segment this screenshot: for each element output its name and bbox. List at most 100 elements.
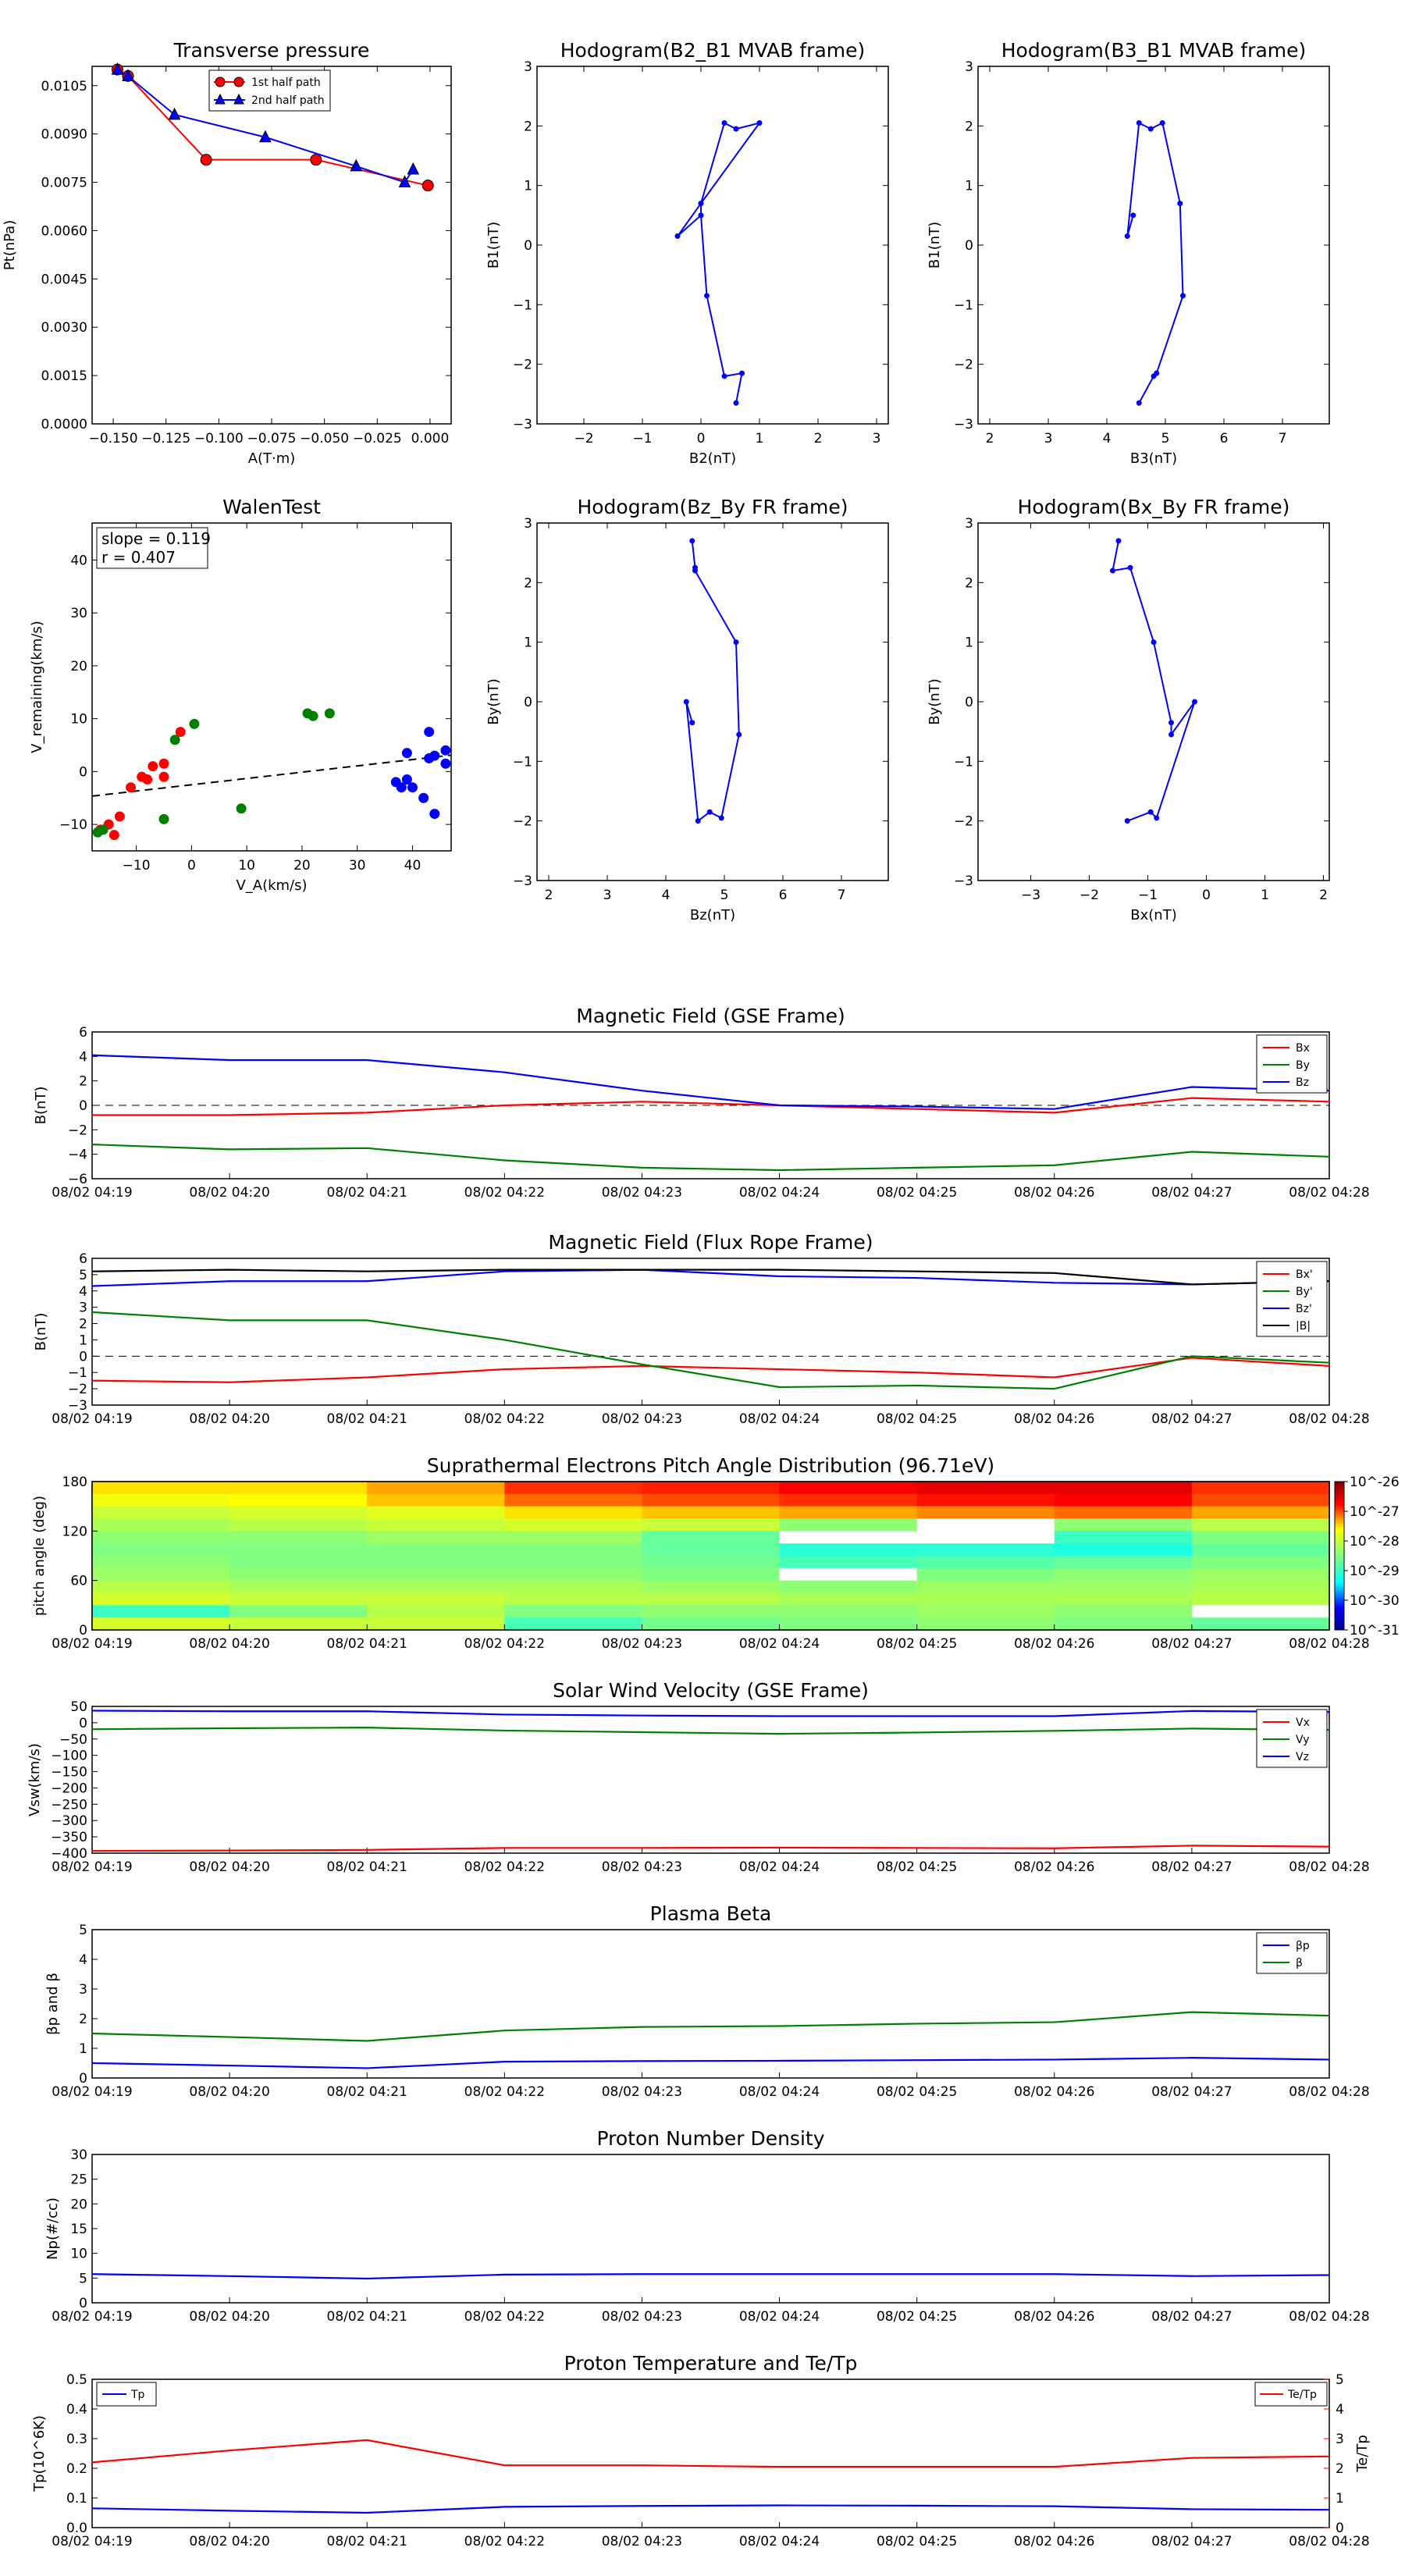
frmag-xtick-label: 08/02 04:27: [1151, 1411, 1232, 1427]
mag-xtick-label: 08/02 04:27: [1151, 1185, 1232, 1201]
pad-xtick-label: 08/02 04:26: [1014, 1636, 1094, 1652]
pad-cell: [1191, 1506, 1330, 1520]
walen-point-1: [236, 803, 247, 814]
frmag-xtick-label: 08/02 04:24: [739, 1411, 820, 1427]
h2-xtick-label: 3: [1044, 431, 1053, 447]
h3-xtick-label: 7: [838, 888, 846, 903]
pad-cell: [367, 1567, 505, 1582]
walen-ytick-label: 10: [70, 712, 87, 728]
h4-ytick-label: 3: [965, 516, 973, 532]
np-panel: Proton Number Density Np(#/cc) 08/02 04:19…: [44, 2127, 1370, 2325]
walen-ytick-label: 30: [70, 606, 87, 621]
frmag-xtick-label: 08/02 04:21: [327, 1411, 407, 1427]
tp2-xtick-label: 08/02 04:26: [1014, 2534, 1094, 2549]
tp-legend-label: 2nd half path: [251, 94, 325, 107]
walen-point-0: [175, 727, 186, 738]
pad-cell: [1054, 1605, 1193, 1618]
pad-cell: [367, 1518, 505, 1532]
pad-cell: [367, 1531, 505, 1544]
beta-ytick-label: 0: [79, 2071, 87, 2087]
h4-xlabel: Bx(nT): [1130, 907, 1176, 923]
h3-title: Hodogram(Bz_By FR frame): [577, 496, 848, 518]
tp-xtick-label: 0.000: [411, 431, 450, 447]
pad-cell: [642, 1580, 781, 1594]
pad-cell: [779, 1518, 918, 1532]
mag-xtick-label: 08/02 04:24: [739, 1185, 820, 1201]
pad-xtick-label: 08/02 04:22: [464, 1636, 545, 1652]
tp-ytick-label: 0.0030: [41, 320, 87, 336]
frmag-series-line-1: [91, 1311, 1330, 1390]
pad-cell: [229, 1493, 368, 1507]
sw-panel: Solar Wind Velocity (GSE Frame) Vsw(km/s)…: [27, 1679, 1370, 1875]
h4-ytick-label: 1: [965, 635, 973, 651]
sw-xtick-label: 08/02 04:25: [877, 1859, 957, 1875]
tp-point-1: [168, 107, 181, 120]
mag-xtick-label: 08/02 04:28: [1289, 1185, 1369, 1201]
h3-ytick-label: −2: [513, 814, 532, 830]
pad-colorbar-label: 10^-29: [1350, 1564, 1400, 1579]
walen-point-2: [429, 809, 440, 820]
mag-xtick-label: 08/02 04:22: [464, 1185, 545, 1201]
pad-cell: [1191, 1543, 1330, 1557]
pad-cell: [916, 1506, 1055, 1520]
h1-xtick-label: 3: [873, 431, 881, 447]
pad-cell: [92, 1556, 230, 1569]
frmag-series-line-0: [91, 1357, 1330, 1383]
h2-ytick-label: −2: [954, 358, 973, 373]
walen-point-2: [418, 792, 429, 803]
h3-ytick-label: 3: [524, 516, 532, 532]
tp-legend-box: [208, 69, 331, 112]
h4-ytick-label: −2: [954, 814, 973, 830]
pad-cell: [504, 1506, 643, 1520]
tp-xtick-label: −0.025: [353, 431, 402, 447]
tp2-series-line-1: [91, 2439, 1330, 2468]
mag-xtick-label: 08/02 04:21: [327, 1185, 407, 1201]
mag-legend-label: Bz: [1296, 1076, 1309, 1089]
beta-title: Plasma Beta: [650, 1902, 772, 1925]
tp-legend-marker: [233, 76, 244, 87]
pad-cell: [642, 1518, 781, 1532]
pad-cell: [367, 1605, 505, 1618]
pad-cell: [92, 1518, 230, 1532]
mag-legend-label: By: [1296, 1059, 1310, 1072]
pad-cell: [229, 1506, 368, 1520]
h4-title: Hodogram(Bx_By FR frame): [1018, 496, 1290, 518]
pad-cell: [1054, 1518, 1193, 1532]
pad-cell: [92, 1482, 230, 1495]
h1-point: [756, 120, 763, 126]
h1-panel: Hodogram(B2_B1 MVAB frame) B2(nT) B1(nT) −2…: [486, 39, 889, 467]
pad-cell: [916, 1518, 1055, 1532]
tp-point-1: [111, 62, 124, 75]
beta-frame: [91, 1929, 1330, 2079]
h2-ylabel: B1(nT): [927, 222, 943, 269]
walen-point-2: [407, 782, 418, 793]
h1-ytick-label: −3: [513, 417, 532, 432]
walen-panel: WalenTest V_A(km/s) V_remaining(km/s) −10 0 1…: [29, 496, 452, 894]
walen-point-2: [401, 774, 412, 785]
walen-point-1: [189, 718, 200, 729]
pad-cell: [504, 1556, 643, 1569]
sw-xtick-label: 08/02 04:20: [189, 1859, 269, 1875]
h4-ylabel: By(nT): [927, 678, 943, 724]
h1-point: [721, 373, 727, 379]
walen-point-2: [401, 748, 412, 759]
frmag-ytick-label: 4: [79, 1284, 87, 1300]
tp2-frame: [91, 2379, 1330, 2528]
h3-ylabel: By(nT): [486, 678, 502, 724]
walen-ytick-label: 0: [79, 764, 87, 780]
sw-frame: [91, 1706, 1330, 1854]
tp2-ytick-right-label: 4: [1336, 2402, 1344, 2418]
pad-cell: [367, 1580, 505, 1594]
pad-cell: [92, 1605, 230, 1618]
mag-ytick-label: −2: [68, 1123, 87, 1138]
h1-xtick-label: 0: [697, 431, 706, 447]
pad-cell: [916, 1605, 1055, 1618]
tp2-ytick-label: 0.4: [66, 2402, 87, 2418]
h4-xtick-label: 0: [1202, 888, 1211, 903]
h2-point: [1180, 293, 1186, 299]
pad-cell: [504, 1493, 643, 1507]
np-ytick-label: 5: [79, 2271, 87, 2286]
pad-cell: [642, 1493, 781, 1507]
tp-xtick-label: −0.125: [141, 431, 190, 447]
np-ytick-label: 25: [70, 2172, 87, 2188]
